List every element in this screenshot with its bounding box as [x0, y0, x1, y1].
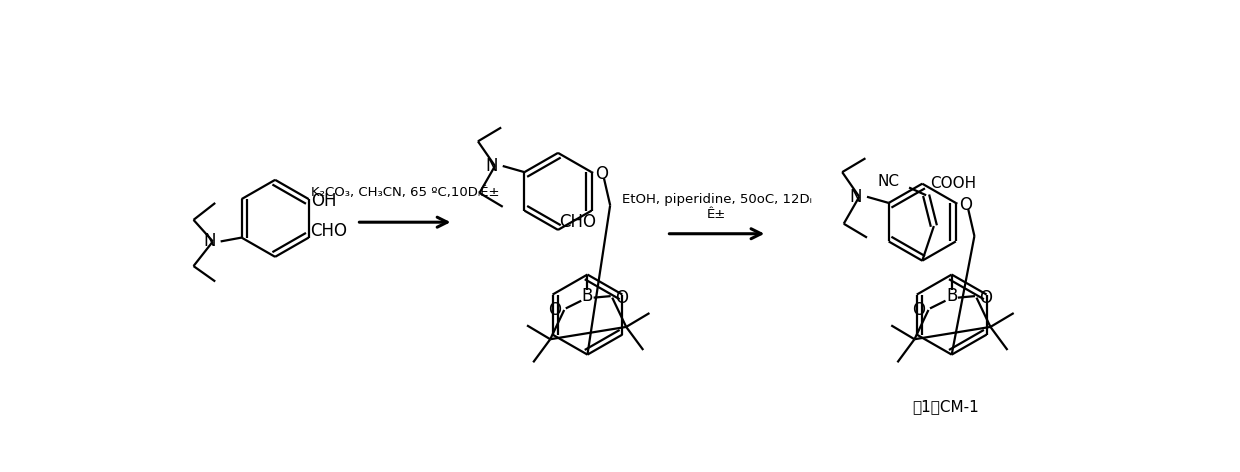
Text: K₂CO₃, CH₃CN, 65 ºC,10DᵢÊ±: K₂CO₃, CH₃CN, 65 ºC,10DᵢÊ± [311, 186, 500, 200]
Text: COOH: COOH [930, 176, 976, 191]
Text: O: O [913, 301, 925, 319]
Text: O: O [980, 289, 992, 307]
Text: OH: OH [311, 192, 336, 210]
Text: O: O [548, 301, 560, 319]
Text: CHO: CHO [310, 222, 347, 240]
Text: B: B [946, 287, 957, 305]
Text: O: O [595, 166, 608, 184]
Text: NC: NC [878, 174, 900, 189]
Text: CHO: CHO [559, 213, 596, 231]
Text: 式1，CM-1: 式1，CM-1 [913, 399, 978, 414]
Text: EtOH, piperidine, 50oC, 12Dᵢ: EtOH, piperidine, 50oC, 12Dᵢ [622, 193, 812, 206]
Text: O: O [959, 196, 972, 214]
Text: B: B [582, 287, 593, 305]
Text: N: N [486, 157, 498, 175]
Text: O: O [615, 289, 629, 307]
Text: Ê±: Ê± [707, 208, 727, 221]
Text: N: N [203, 232, 216, 251]
Text: N: N [849, 188, 862, 206]
